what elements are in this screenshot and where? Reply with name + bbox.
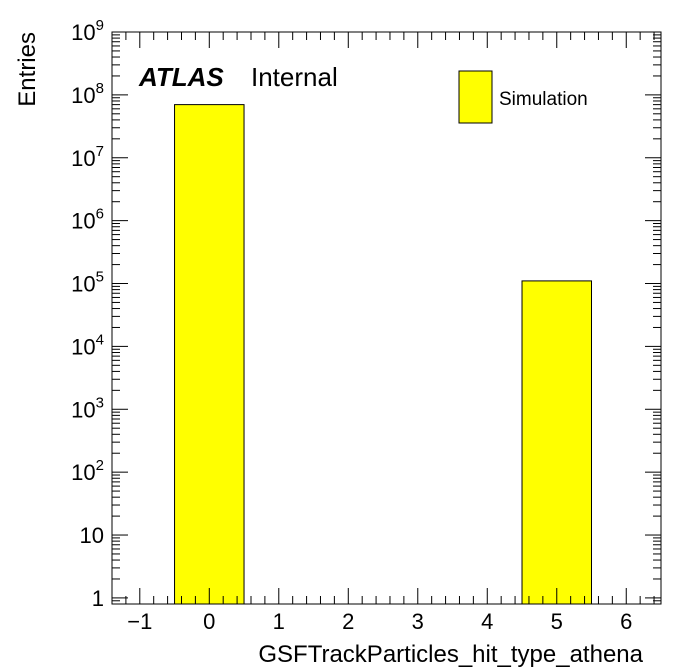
y-tick-labels: 1 10 102 103 104 105 106 107 108 109 xyxy=(71,17,104,611)
atlas-label: ATLAS xyxy=(138,62,224,92)
y-axis-title: Entries xyxy=(14,32,41,107)
legend-swatch-simulation xyxy=(458,70,493,124)
y-tick-label: 106 xyxy=(71,206,104,234)
legend-label-simulation: Simulation xyxy=(499,89,588,110)
x-tick-labels: −1 0 1 2 3 4 5 6 xyxy=(127,609,632,634)
bar-simulation-0 xyxy=(174,104,245,605)
y-tick-label: 104 xyxy=(71,331,104,359)
x-tick-label: 2 xyxy=(342,609,354,634)
x-tick-label: 0 xyxy=(203,609,215,634)
y-tick-label: 108 xyxy=(71,80,104,108)
y-tick-label: 103 xyxy=(71,394,104,422)
y-tick-label: 102 xyxy=(71,457,104,485)
x-tick-label: 3 xyxy=(412,609,424,634)
x-tick-label: 6 xyxy=(620,609,632,634)
axis-ticks xyxy=(111,31,661,605)
bar-simulation-1 xyxy=(521,280,593,605)
x-tick-label: 5 xyxy=(551,609,563,634)
internal-label: Internal xyxy=(251,62,338,92)
x-tick-label: −1 xyxy=(127,609,152,634)
x-tick-label: 1 xyxy=(273,609,285,634)
plot-frame xyxy=(111,31,662,605)
x-tick-label: 4 xyxy=(481,609,493,634)
y-tick-label: 10 xyxy=(80,523,104,548)
y-tick-label: 107 xyxy=(71,143,104,171)
histogram-bars xyxy=(174,104,593,605)
y-tick-label: 109 xyxy=(71,17,104,45)
y-tick-label: 105 xyxy=(71,269,104,297)
y-tick-label: 1 xyxy=(92,586,104,611)
x-axis-title: GSFTrackParticles_hit_type_athena xyxy=(258,641,643,668)
